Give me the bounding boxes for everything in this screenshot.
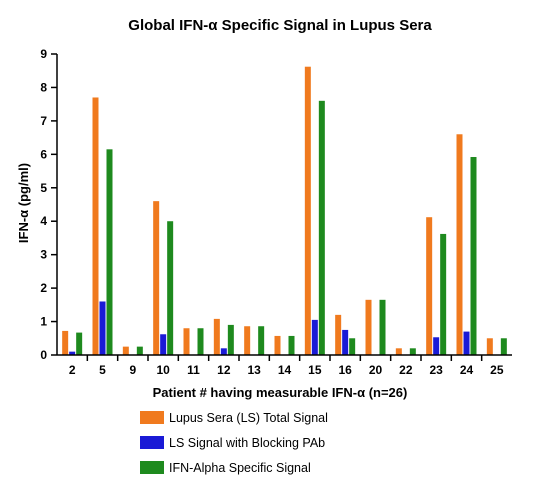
bar-series-1-20 [365, 299, 372, 355]
y-tick-label: 6 [40, 147, 47, 161]
bar-series-1-23 [426, 217, 433, 355]
bar-series-3-11 [197, 328, 204, 355]
bar-series-1-12 [213, 318, 220, 355]
bar-series-3-10 [167, 221, 174, 355]
bar-series-3-15 [318, 100, 325, 355]
x-tick-label: 22 [399, 363, 413, 377]
x-tick-label: 2 [69, 363, 76, 377]
y-tick-label: 9 [40, 47, 47, 61]
x-tick-label: 10 [156, 363, 170, 377]
bar-series-1-14 [274, 335, 281, 355]
x-tick-label: 16 [338, 363, 352, 377]
bar-series-2-15 [311, 319, 318, 355]
bar-series-1-10 [153, 201, 160, 355]
bar-series-1-2 [62, 330, 69, 355]
bar-series-3-5 [106, 149, 113, 355]
bar-series-1-5 [92, 97, 99, 355]
x-ticks-group: 2 5 9 10 11 12 13 14 15 16 20 22 23 24 25 [69, 355, 504, 377]
bar-series-2-23 [433, 337, 440, 355]
bar-series-3-20 [379, 299, 386, 355]
x-tick-label: 9 [129, 363, 136, 377]
bar-series-3-12 [227, 324, 234, 355]
bar-series-1-24 [456, 134, 463, 355]
x-tick-label: 14 [278, 363, 292, 377]
legend: Lupus Sera (LS) Total Signal LS Signal wi… [140, 411, 328, 475]
bar-series-1-22 [395, 348, 402, 355]
bar-series-3-22 [409, 348, 416, 355]
bar-series-2-12 [220, 348, 227, 355]
bar-series-3-9 [136, 346, 143, 355]
y-tick-label: 2 [40, 281, 47, 295]
y-tick-label: 3 [40, 248, 47, 262]
bar-series-1-9 [122, 346, 129, 355]
bar-series-3-23 [440, 233, 447, 355]
legend-swatch-3 [140, 461, 164, 474]
bar-series-3-25 [500, 338, 507, 355]
y-tick-label: 0 [40, 348, 47, 362]
x-tick-label: 15 [308, 363, 322, 377]
chart-title: Global IFN-α Specific Signal in Lupus Se… [128, 17, 432, 34]
bar-series-1-16 [335, 314, 342, 355]
bar-series-1-15 [304, 66, 311, 355]
x-tick-label: 11 [187, 363, 200, 377]
y-tick-label: 7 [40, 114, 47, 128]
y-tick-label: 5 [40, 181, 47, 195]
bar-series-1-25 [486, 338, 493, 355]
bars-group [62, 66, 507, 355]
bar-series-2-16 [342, 329, 349, 355]
legend-label-3: IFN-Alpha Specific Signal [169, 461, 311, 475]
x-tick-label: 23 [429, 363, 443, 377]
bar-series-2-24 [463, 331, 470, 355]
x-tick-label: 20 [369, 363, 383, 377]
bar-series-3-14 [288, 335, 295, 355]
bar-series-1-11 [183, 328, 190, 355]
legend-swatch-1 [140, 411, 164, 424]
bar-series-1-13 [244, 326, 251, 355]
y-axis-label: IFN-α (pg/ml) [16, 163, 31, 243]
bar-series-2-5 [99, 301, 106, 355]
bar-series-3-16 [349, 338, 356, 355]
x-tick-label: 5 [99, 363, 106, 377]
bar-series-3-24 [470, 157, 477, 355]
y-ticks-group: 0 1 2 3 4 5 6 7 8 9 [40, 47, 57, 362]
legend-label-2: LS Signal with Blocking PAb [169, 436, 325, 450]
bar-series-2-2 [69, 351, 76, 355]
x-tick-label: 12 [217, 363, 231, 377]
bar-series-2-10 [160, 334, 167, 355]
bar-series-3-13 [258, 326, 265, 355]
y-tick-label: 1 [40, 315, 47, 329]
bar-series-3-2 [76, 332, 83, 355]
y-tick-label: 4 [40, 214, 47, 228]
x-axis-label: Patient # having measurable IFN-α (n=26) [153, 385, 408, 400]
legend-label-1: Lupus Sera (LS) Total Signal [169, 411, 328, 425]
x-tick-label: 13 [247, 363, 261, 377]
x-tick-label: 25 [490, 363, 504, 377]
y-tick-label: 8 [40, 80, 47, 94]
legend-swatch-2 [140, 436, 164, 449]
x-tick-label: 24 [460, 363, 474, 377]
